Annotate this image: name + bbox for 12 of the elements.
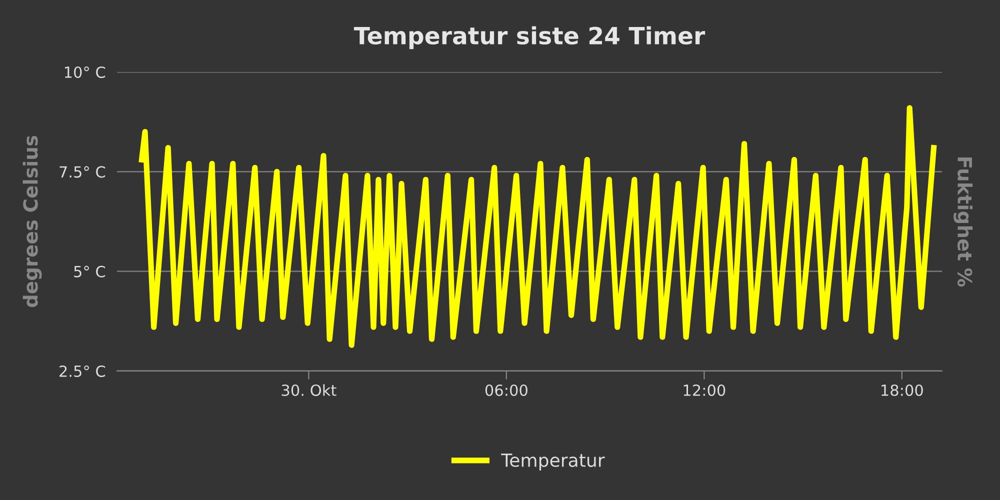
- legend-label: Temperatur: [501, 454, 605, 471]
- y-tick-label: 7.5° C: [60, 166, 106, 178]
- x-tick-label: 12:00: [684, 384, 726, 396]
- x-tick-label: 30. Okt: [282, 384, 336, 396]
- y2-axis-title: Fuktighet %: [954, 158, 973, 287]
- y-axis-title: degrees Celsius: [22, 136, 42, 308]
- y-tick-label: 2.5° C: [60, 365, 106, 378]
- x-tick-label: 18:00: [882, 384, 923, 396]
- y-tick-label: 10° C: [64, 66, 106, 78]
- x-tick-label: 06:00: [485, 384, 528, 396]
- chart-title: Temperatur siste 24 Timer: [354, 26, 706, 50]
- y-tick-label: 5° C: [74, 266, 106, 278]
